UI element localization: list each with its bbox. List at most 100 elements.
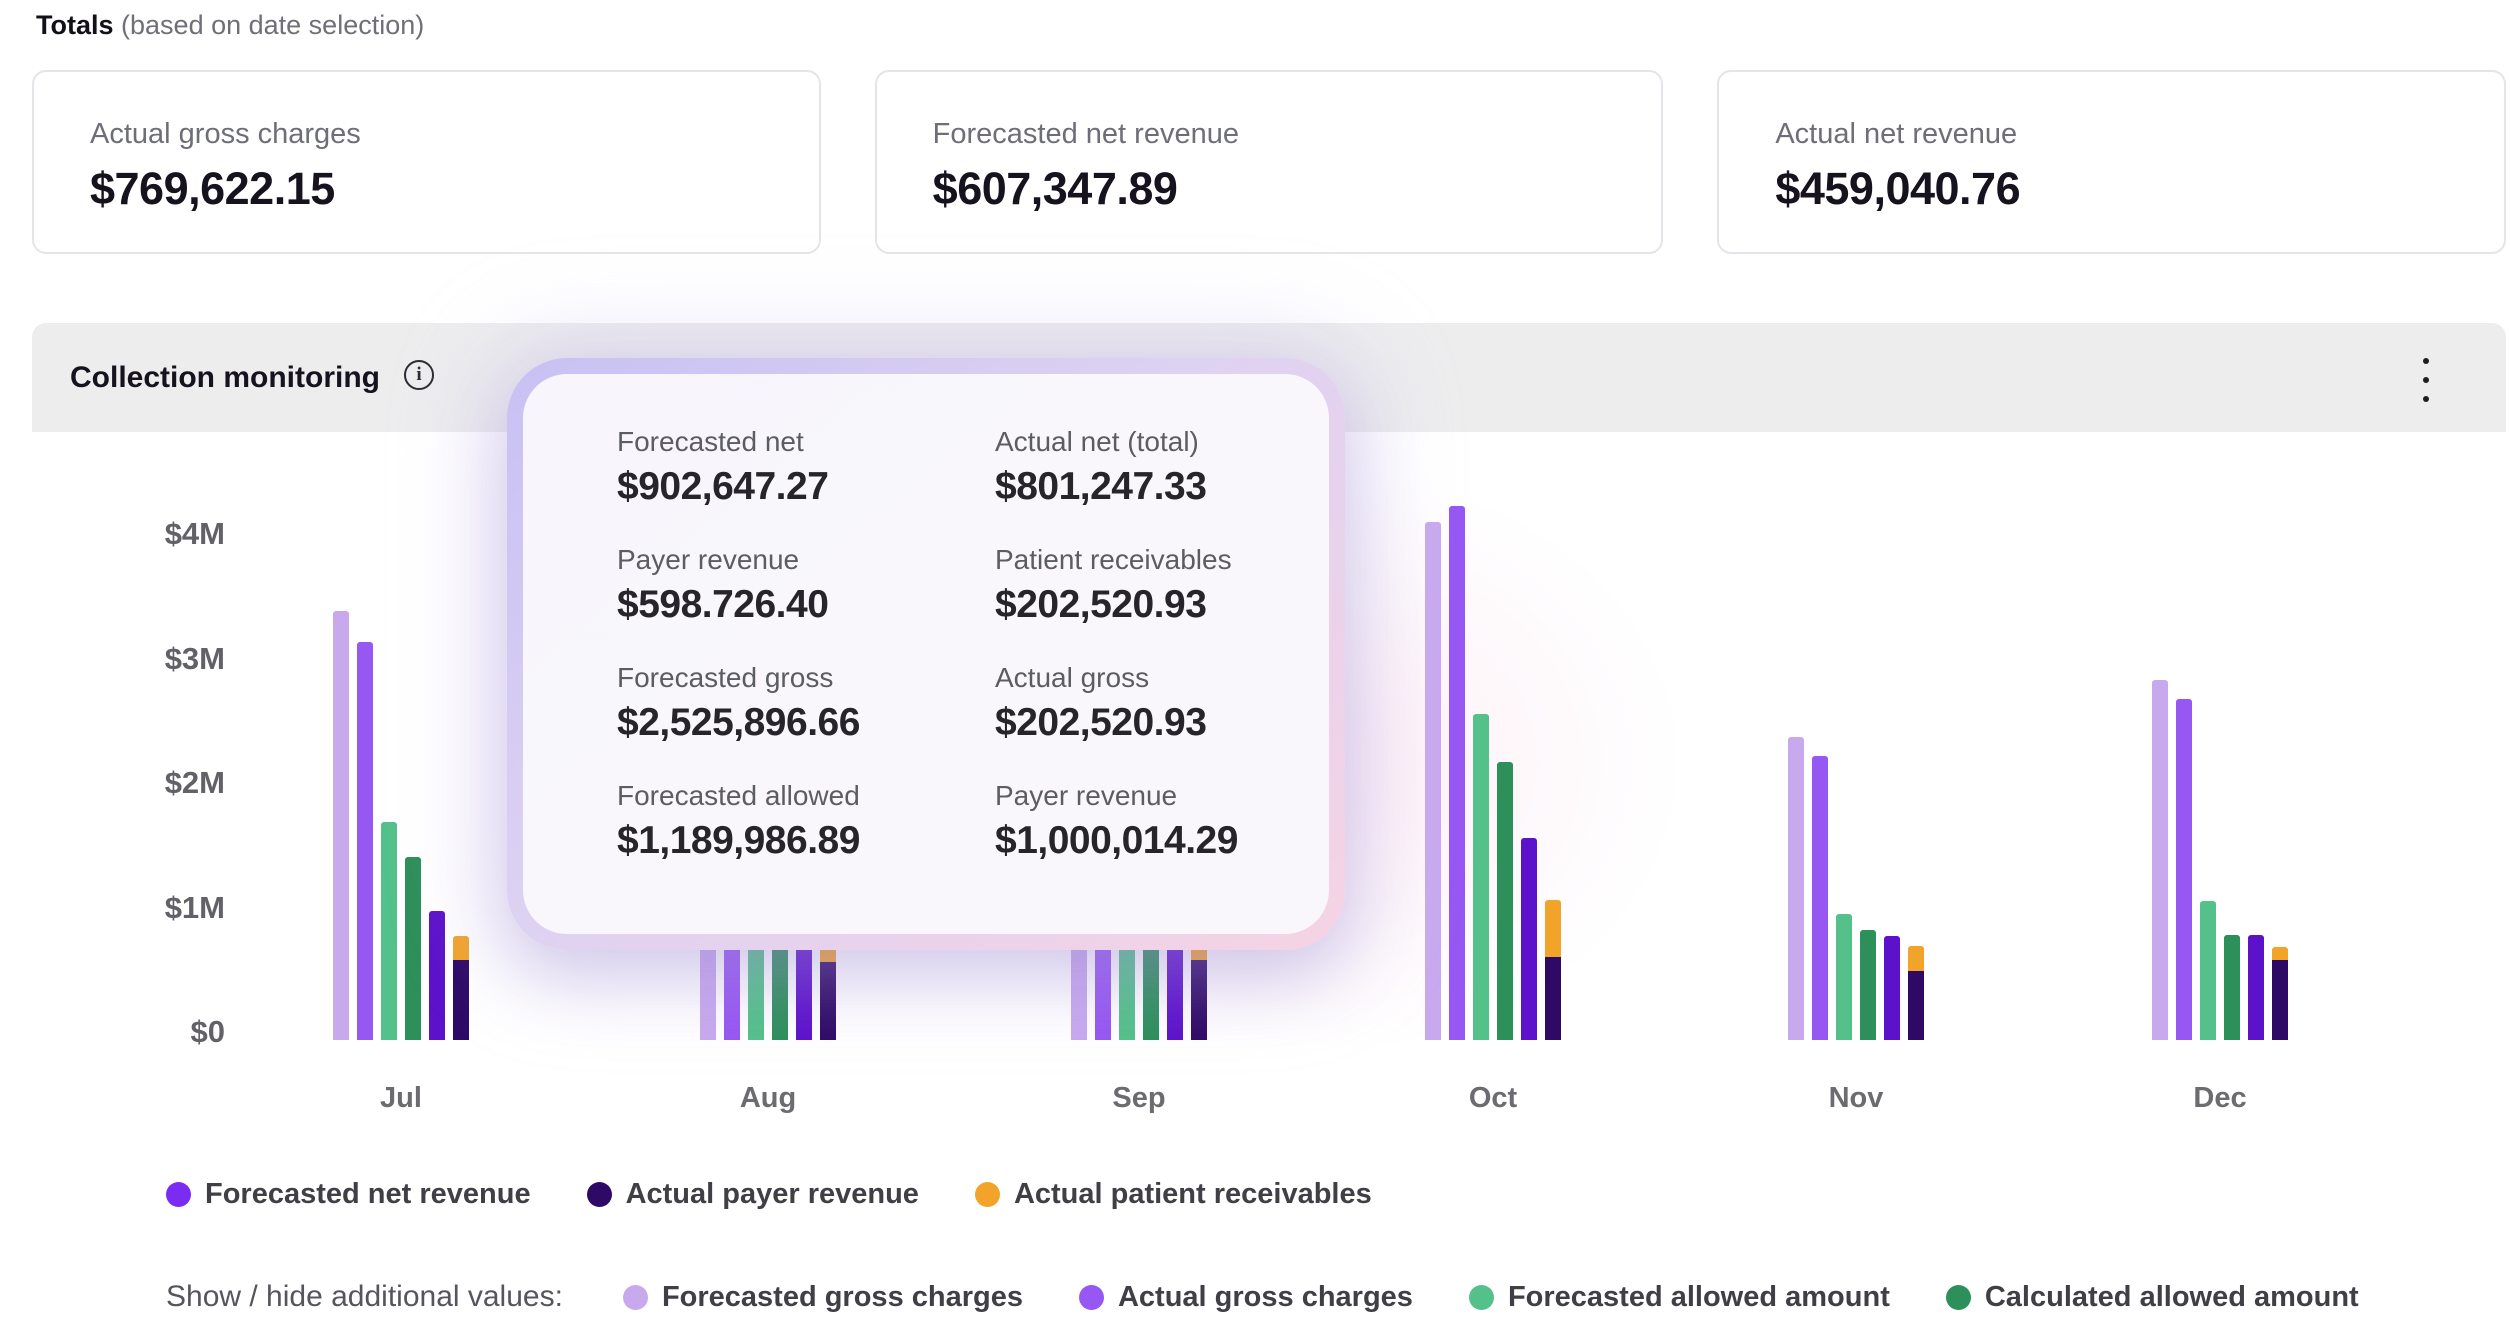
legend-label: Forecasted allowed amount bbox=[1507, 1280, 1890, 1313]
bar-forecasted-allowed-amount-jul[interactable] bbox=[381, 822, 397, 1040]
bar-actual-gross-charges-sep[interactable] bbox=[1095, 920, 1111, 1040]
legend-label: Calculated allowed amount bbox=[1984, 1280, 2359, 1313]
card-actual-gross-charges: Actual gross charges $769,622.15 bbox=[32, 70, 821, 254]
tooltip-value: $1,000,014.29 bbox=[995, 819, 1238, 862]
legend-additional: Show / hide additional values: Forecaste… bbox=[166, 1280, 2359, 1314]
y-tick--4m: $4M bbox=[164, 516, 225, 551]
bar-forecasted-gross-charges-aug[interactable] bbox=[700, 924, 716, 1040]
totals-heading: Totals bbox=[36, 10, 114, 40]
bar-actual-gross-charges-nov[interactable] bbox=[1812, 756, 1828, 1040]
legend-dot-forecasted-net-revenue bbox=[166, 1182, 191, 1207]
legend-item-calculated-allowed-amount[interactable]: Calculated allowed amount bbox=[1945, 1280, 2359, 1314]
bar-forecasted-allowed-amount-nov[interactable] bbox=[1836, 914, 1852, 1040]
bar-actual-stack-oct[interactable] bbox=[1545, 900, 1561, 1040]
tooltip-entry-forecasted-gross: Forecasted gross $2,525,896.66 bbox=[617, 662, 995, 745]
legend-additional-caption: Show / hide additional values: bbox=[166, 1280, 563, 1313]
bar-forecasted-allowed-amount-dec[interactable] bbox=[2200, 901, 2216, 1040]
legend-item-actual-patient-receivables[interactable]: Actual patient receivables bbox=[974, 1178, 1372, 1211]
segment-actual-patient-receivables-aug[interactable] bbox=[820, 927, 836, 962]
bar-forecasted-net-revenue-aug[interactable] bbox=[796, 910, 812, 1040]
segment-actual-patient-receivables-dec[interactable] bbox=[2272, 947, 2288, 960]
bar-calculated-allowed-amount-sep[interactable] bbox=[1143, 920, 1159, 1040]
legend-label: Forecasted net revenue bbox=[205, 1178, 531, 1210]
bar-group-aug bbox=[700, 495, 840, 1040]
bar-forecasted-gross-charges-sep[interactable] bbox=[1071, 926, 1087, 1040]
bar-forecasted-net-revenue-oct[interactable] bbox=[1521, 838, 1537, 1040]
tooltip-value: $202,520.93 bbox=[995, 583, 1207, 626]
segment-actual-payer-revenue-oct[interactable] bbox=[1545, 957, 1561, 1040]
bar-actual-stack-dec[interactable] bbox=[2272, 947, 2288, 1040]
bar-actual-gross-charges-jul[interactable] bbox=[357, 642, 373, 1040]
tooltip-label: Forecasted net bbox=[617, 426, 804, 457]
bar-group-dec bbox=[2152, 495, 2292, 1040]
legend-item-forecasted-net-revenue[interactable]: Forecasted net revenue bbox=[166, 1178, 531, 1211]
legend-dot-forecasted-gross-charges bbox=[622, 1284, 648, 1310]
bar-forecasted-net-revenue-dec[interactable] bbox=[2248, 935, 2264, 1040]
card-label: Forecasted net revenue bbox=[932, 118, 1239, 150]
card-value: $607,347.89 bbox=[932, 163, 1178, 214]
bar-forecasted-net-revenue-jul[interactable] bbox=[429, 911, 445, 1040]
segment-actual-payer-revenue-nov[interactable] bbox=[1908, 971, 1924, 1040]
bar-actual-stack-nov[interactable] bbox=[1908, 946, 1924, 1040]
bar-calculated-allowed-amount-jul[interactable] bbox=[405, 857, 421, 1040]
x-tick-dec: Dec bbox=[2193, 1082, 2247, 1114]
bar-forecasted-net-revenue-sep[interactable] bbox=[1167, 918, 1183, 1040]
y-tick--1m: $1M bbox=[164, 889, 225, 925]
segment-actual-patient-receivables-nov[interactable] bbox=[1908, 946, 1924, 971]
kebab-menu-icon[interactable] bbox=[2406, 356, 2446, 404]
tooltip-label: Forecasted allowed bbox=[617, 780, 860, 811]
y-tick--2m: $2M bbox=[164, 765, 225, 800]
bar-actual-stack-aug[interactable] bbox=[820, 927, 836, 1040]
bar-calculated-allowed-amount-aug[interactable] bbox=[772, 920, 788, 1040]
legend-item-actual-payer-revenue[interactable]: Actual payer revenue bbox=[586, 1178, 919, 1211]
card-value: $459,040.76 bbox=[1775, 163, 2021, 214]
legend-item-forecasted-gross-charges[interactable]: Forecasted gross charges bbox=[622, 1280, 1023, 1314]
tooltip-label: Payer revenue bbox=[995, 780, 1178, 811]
legend-dot-calculated-allowed-amount bbox=[1945, 1284, 1971, 1310]
bar-forecasted-gross-charges-jul[interactable] bbox=[333, 611, 349, 1040]
bar-forecasted-gross-charges-nov[interactable] bbox=[1788, 737, 1804, 1040]
y-tick--3m: $3M bbox=[164, 640, 225, 676]
bar-forecasted-allowed-amount-sep[interactable] bbox=[1119, 918, 1135, 1040]
tooltip-label: Forecasted gross bbox=[617, 662, 834, 693]
tooltip-entry-patient-receivables: Patient receivables $202,520.93 bbox=[995, 544, 1289, 627]
legend-label: Forecasted gross charges bbox=[661, 1280, 1023, 1313]
bar-forecasted-allowed-amount-oct[interactable] bbox=[1473, 714, 1489, 1040]
bar-calculated-allowed-amount-dec[interactable] bbox=[2224, 935, 2240, 1040]
segment-actual-payer-revenue-sep[interactable] bbox=[1191, 960, 1207, 1040]
bar-forecasted-gross-charges-dec[interactable] bbox=[2152, 680, 2168, 1040]
tooltip-entry-actual-net-total-: Actual net (total) $801,247.33 bbox=[995, 426, 1289, 509]
segment-actual-payer-revenue-dec[interactable] bbox=[2272, 960, 2288, 1040]
segment-actual-patient-receivables-jul[interactable] bbox=[453, 936, 469, 960]
bar-forecasted-allowed-amount-aug[interactable] bbox=[748, 916, 764, 1040]
legend-label: Actual payer revenue bbox=[625, 1178, 919, 1210]
bar-forecasted-gross-charges-oct[interactable] bbox=[1425, 522, 1441, 1040]
bar-actual-gross-charges-aug[interactable] bbox=[724, 920, 740, 1040]
bar-actual-gross-charges-oct[interactable] bbox=[1449, 506, 1465, 1040]
segment-actual-patient-receivables-oct[interactable] bbox=[1545, 900, 1561, 957]
tooltip-label: Actual net (total) bbox=[995, 426, 1199, 457]
card-value: $769,622.15 bbox=[90, 163, 335, 214]
bar-forecasted-net-revenue-nov[interactable] bbox=[1884, 936, 1900, 1040]
segment-actual-payer-revenue-aug[interactable] bbox=[820, 962, 836, 1040]
tooltip-value: $2,525,896.66 bbox=[617, 701, 860, 744]
bar-actual-gross-charges-dec[interactable] bbox=[2176, 699, 2192, 1040]
legend-item-actual-gross-charges[interactable]: Actual gross charges bbox=[1078, 1281, 1413, 1314]
bar-actual-stack-jul[interactable] bbox=[453, 936, 469, 1040]
legend-dot-actual-gross-charges bbox=[1078, 1284, 1104, 1310]
chart-tooltip: Forecasted net $902,647.27 Actual net (tot… bbox=[507, 358, 1345, 950]
legend-dot-actual-payer-revenue bbox=[586, 1182, 612, 1207]
bar-calculated-allowed-amount-oct[interactable] bbox=[1497, 762, 1513, 1040]
segment-actual-payer-revenue-jul[interactable] bbox=[453, 960, 469, 1040]
tooltip-value: $598.726.40 bbox=[617, 583, 829, 626]
bar-group-sep bbox=[1071, 495, 1211, 1040]
bar-calculated-allowed-amount-nov[interactable] bbox=[1860, 930, 1876, 1040]
legend-item-forecasted-allowed-amount[interactable]: Forecasted allowed amount bbox=[1468, 1280, 1890, 1314]
tooltip-value: $1,189,986.89 bbox=[617, 819, 860, 862]
info-icon[interactable]: i bbox=[404, 360, 434, 390]
x-tick-jul: Jul bbox=[380, 1082, 422, 1114]
legend-dot-forecasted-allowed-amount bbox=[1468, 1284, 1494, 1310]
card-forecasted-net-revenue: Forecasted net revenue $607,347.89 bbox=[874, 70, 1664, 254]
tooltip-value: $202,520.93 bbox=[995, 701, 1207, 744]
